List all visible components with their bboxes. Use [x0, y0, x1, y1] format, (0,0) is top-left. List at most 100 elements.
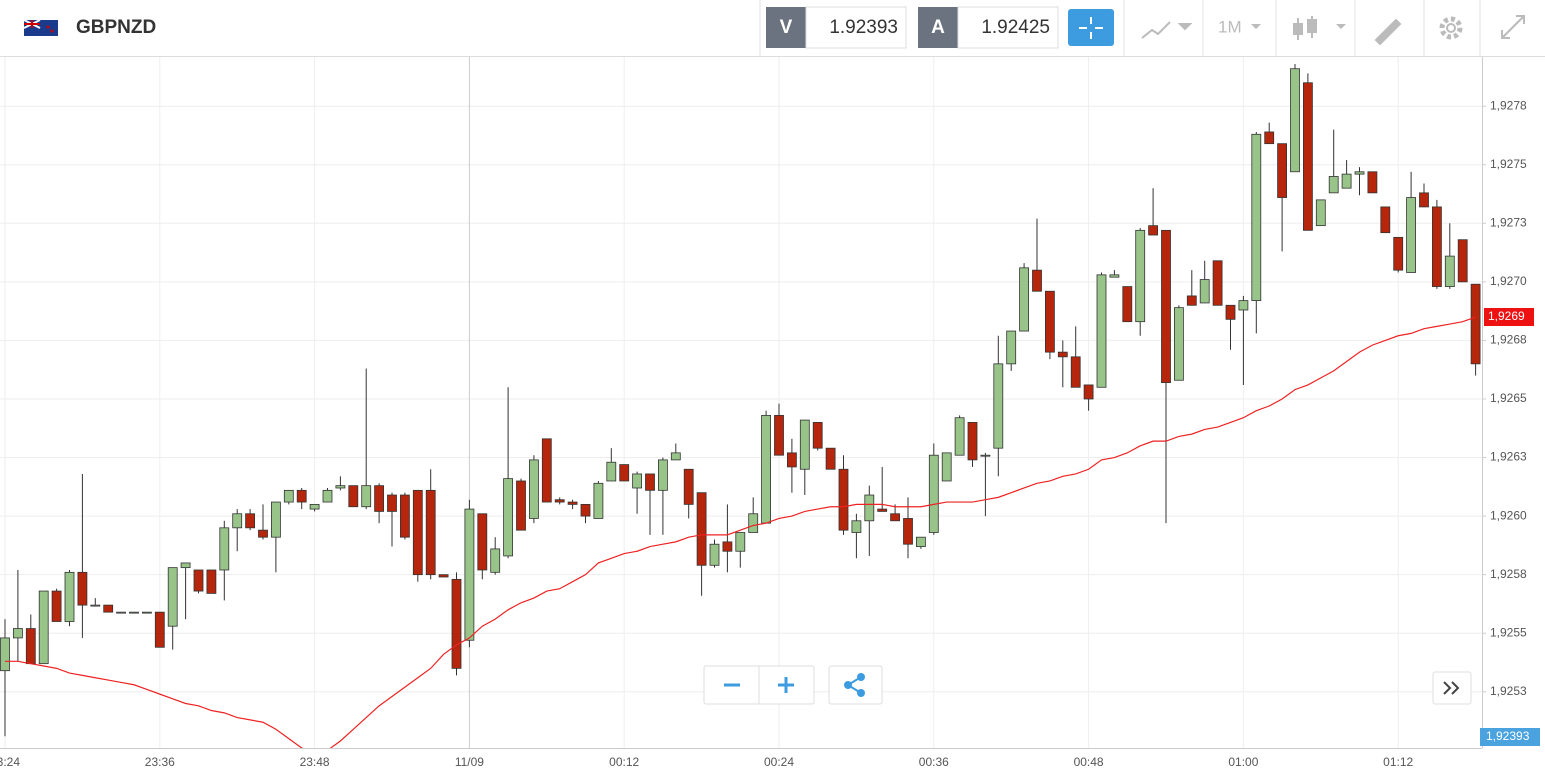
- candle-body: [658, 459, 668, 491]
- bid-tag-bg[interactable]: [766, 7, 806, 48]
- candle-body: [232, 513, 243, 529]
- candle-body: [1109, 274, 1120, 278]
- candle-body: [141, 611, 152, 614]
- crosshair-button[interactable]: [1068, 9, 1114, 46]
- candle-body: [864, 494, 875, 522]
- share-button[interactable]: [828, 665, 883, 705]
- symbol: GBPNZD: [76, 17, 156, 38]
- plot: [0, 64, 1481, 748]
- candle-body: [1083, 384, 1094, 400]
- candle-body: [1380, 206, 1391, 234]
- candle-body: [580, 503, 591, 517]
- candle-body: [64, 571, 75, 622]
- x-tick-label: 00:12: [609, 755, 639, 769]
- bid-box[interactable]: [805, 6, 907, 49]
- y-tick-label: 1,9268: [1490, 333, 1527, 347]
- last-price-tag: [1484, 308, 1534, 327]
- candle-body: [425, 489, 436, 576]
- candle-body: [619, 464, 630, 482]
- candle-body: [941, 452, 952, 482]
- candle-body: [1457, 239, 1468, 283]
- candle-body: [1174, 307, 1184, 381]
- ask[interactable]: 1.92425: [981, 17, 1050, 38]
- candle-body: [51, 590, 62, 622]
- candle-body: [761, 414, 771, 524]
- candle-body: [335, 485, 346, 489]
- candle-body: [503, 478, 514, 557]
- y-tick-label: 1,9275: [1490, 157, 1527, 171]
- bid-tag[interactable]: V: [780, 17, 793, 38]
- candle-body: [774, 414, 784, 456]
- candle-body: [632, 473, 642, 489]
- candle-body: [1303, 82, 1313, 231]
- y-tick-label: 1,9265: [1490, 391, 1527, 405]
- candle-body: [348, 485, 359, 508]
- bid[interactable]: 1.92393: [829, 17, 898, 38]
- y-tick-label: 1,9278: [1490, 98, 1527, 112]
- ask-box[interactable]: [957, 6, 1059, 49]
- moving-average: [5, 316, 1476, 748]
- y-tick-label: 1,9263: [1490, 450, 1527, 464]
- candle-body: [954, 417, 965, 456]
- candle-body: [129, 611, 139, 614]
- candle-body: [374, 485, 385, 512]
- candle-body: [270, 501, 281, 538]
- x-tick-label: 00:24: [764, 755, 794, 769]
- candle-body: [529, 459, 539, 519]
- share-icon: [844, 673, 865, 697]
- candle-body: [219, 527, 230, 571]
- candle-body: [258, 529, 268, 538]
- bid-price-label: 1,92393: [1486, 729, 1530, 743]
- candle-body: [399, 494, 410, 538]
- candle-body: [928, 454, 939, 533]
- candle-body: [90, 604, 101, 607]
- x-tick-label: 11/09: [455, 755, 484, 769]
- candle-body: [1070, 356, 1081, 388]
- candle-body: [1328, 176, 1339, 194]
- scroll-button[interactable]: [1432, 671, 1472, 705]
- candle-body: [799, 419, 810, 470]
- candle-body: [709, 543, 720, 566]
- candle-body: [206, 569, 217, 594]
- x-tick-label: 00:36: [919, 755, 949, 769]
- candle-body: [1199, 279, 1210, 304]
- candle-body: [967, 422, 978, 461]
- candle-body: [1470, 283, 1481, 365]
- candle-body: [12, 628, 23, 639]
- candle-body: [180, 562, 191, 569]
- candle-body: [1367, 171, 1378, 194]
- candle-body: [1393, 236, 1404, 271]
- ask-tag[interactable]: A: [931, 17, 945, 38]
- candle-body: [1251, 133, 1262, 302]
- candle-body: [1045, 290, 1055, 353]
- timeframe[interactable]: 1M: [1218, 17, 1242, 36]
- candle-body: [1032, 269, 1042, 292]
- bid-price-tag: [1480, 728, 1540, 746]
- toolbar-icons[interactable]: [1141, 15, 1525, 46]
- flag: [23, 19, 58, 36]
- candle-body: [77, 571, 88, 606]
- x-tick-label: 23:24: [0, 755, 20, 769]
- candle-body: [1238, 300, 1249, 311]
- candle-body: [309, 503, 320, 510]
- candle-body: [877, 508, 888, 512]
- ask-tag-bg[interactable]: [918, 7, 958, 48]
- x-tick-label: 01:12: [1383, 755, 1413, 769]
- candle-body: [1019, 267, 1029, 332]
- candle-body: [1432, 206, 1442, 287]
- candle-body: [322, 489, 333, 503]
- candle-body: [245, 513, 256, 529]
- candle-body: [554, 499, 565, 503]
- scroll-icon: [1443, 681, 1460, 695]
- candle-body: [1290, 68, 1300, 173]
- candle-body: [477, 513, 488, 571]
- candle-body: [1148, 225, 1158, 236]
- zoom-in[interactable]: [778, 677, 794, 693]
- candle-body: [25, 628, 36, 665]
- candle-body: [696, 492, 707, 566]
- candle-body: [1161, 229, 1171, 383]
- x-tick-label: 00:48: [1074, 755, 1104, 769]
- toolbar: GBPNZD V 1.92393 A 1.92425 1M: [0, 0, 1545, 57]
- candle-body: [993, 363, 1004, 449]
